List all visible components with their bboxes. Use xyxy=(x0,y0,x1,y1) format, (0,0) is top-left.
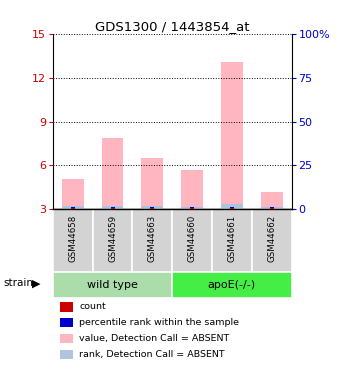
Bar xyxy=(53,272,172,298)
Bar xyxy=(102,206,123,209)
Bar xyxy=(102,138,123,209)
Text: GSM44662: GSM44662 xyxy=(267,214,276,262)
Bar xyxy=(93,209,132,272)
Bar xyxy=(110,208,115,209)
Text: GSM44659: GSM44659 xyxy=(108,214,117,261)
Text: rank, Detection Call = ABSENT: rank, Detection Call = ABSENT xyxy=(79,350,225,359)
Text: count: count xyxy=(79,302,106,311)
Bar xyxy=(252,209,292,272)
Text: GSM44658: GSM44658 xyxy=(68,214,77,262)
Text: strain: strain xyxy=(3,279,33,288)
Bar xyxy=(181,207,203,209)
Bar xyxy=(212,209,252,272)
Text: percentile rank within the sample: percentile rank within the sample xyxy=(79,318,239,327)
Text: GSM44663: GSM44663 xyxy=(148,214,157,262)
Bar xyxy=(150,207,154,208)
Text: GSM44661: GSM44661 xyxy=(227,214,236,262)
Bar xyxy=(53,209,93,272)
Bar xyxy=(172,209,212,272)
Bar xyxy=(230,208,234,209)
Bar xyxy=(60,350,73,359)
Bar xyxy=(261,207,283,209)
Bar xyxy=(270,208,273,209)
Bar xyxy=(71,208,75,209)
Bar xyxy=(142,158,163,209)
Text: wild type: wild type xyxy=(87,280,138,290)
Bar xyxy=(221,204,243,209)
Bar xyxy=(60,302,73,312)
Bar xyxy=(60,334,73,344)
Bar xyxy=(142,206,163,209)
Bar xyxy=(221,62,243,209)
Bar xyxy=(110,207,115,208)
Bar xyxy=(261,192,283,209)
Bar xyxy=(230,207,234,208)
Bar xyxy=(62,206,84,209)
Bar xyxy=(150,208,154,209)
Bar xyxy=(132,209,172,272)
Text: value, Detection Call = ABSENT: value, Detection Call = ABSENT xyxy=(79,334,229,343)
Bar xyxy=(190,207,194,208)
Bar xyxy=(71,207,75,208)
Bar xyxy=(270,207,273,208)
Title: GDS1300 / 1443854_at: GDS1300 / 1443854_at xyxy=(95,20,250,33)
Text: apoE(-/-): apoE(-/-) xyxy=(208,280,256,290)
Bar xyxy=(62,178,84,209)
Text: GSM44660: GSM44660 xyxy=(188,214,197,262)
Bar xyxy=(60,318,73,327)
Bar xyxy=(190,208,194,209)
Text: ▶: ▶ xyxy=(32,279,41,288)
Bar xyxy=(181,170,203,209)
Bar xyxy=(172,272,292,298)
